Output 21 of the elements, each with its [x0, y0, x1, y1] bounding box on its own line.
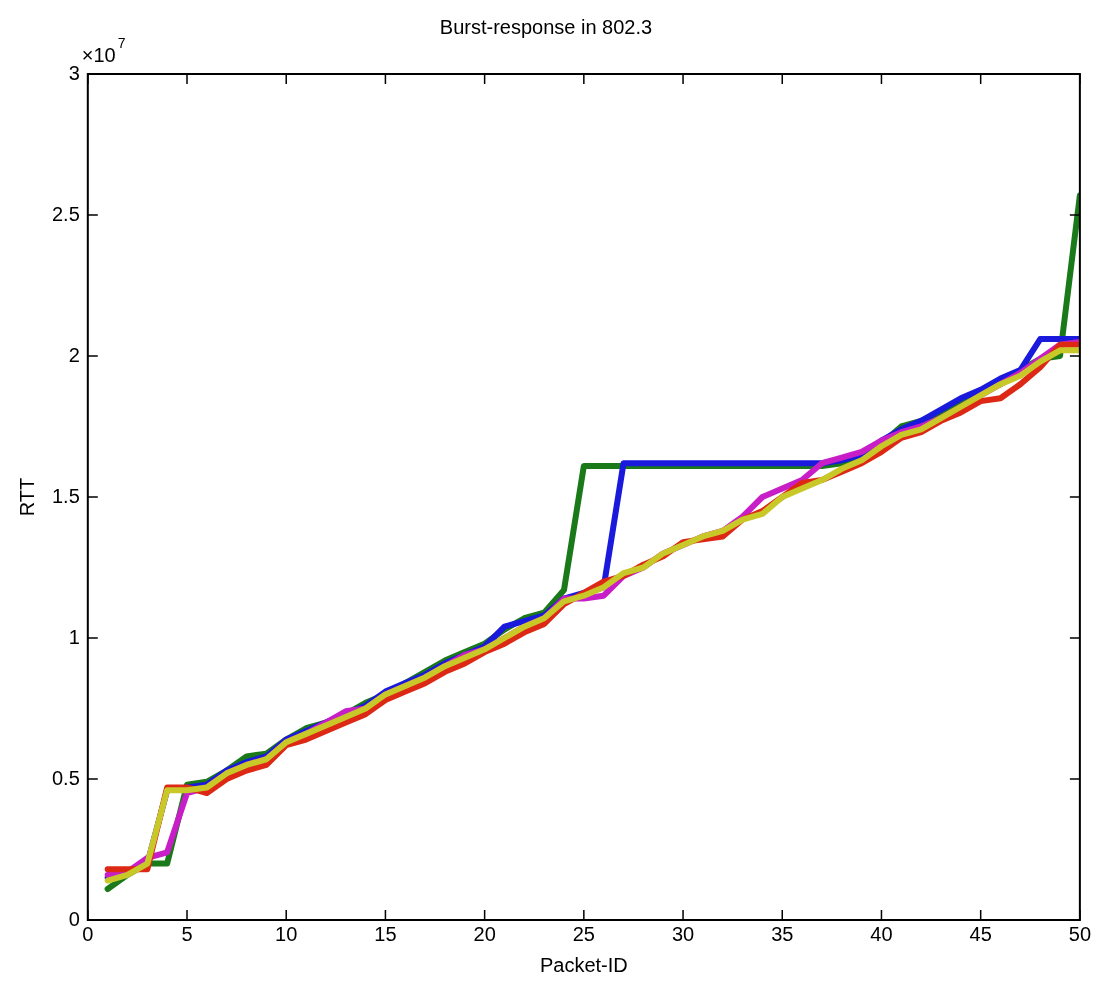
y-tick-label: 2 — [68, 343, 80, 366]
y-tick-label: 1 — [68, 625, 80, 648]
x-tick-label: 50 — [1068, 922, 1091, 945]
x-tick-label: 0 — [82, 922, 94, 945]
x-tick-label: 5 — [181, 922, 193, 945]
x-tick-label: 45 — [969, 922, 992, 945]
y-axis-title: RTT — [15, 477, 38, 517]
x-tick-label: 35 — [771, 922, 794, 945]
y-tick-label: 2.5 — [51, 202, 80, 225]
x-axis-title: Packet-ID — [539, 953, 628, 976]
x-tick-label: 40 — [870, 922, 893, 945]
x-tick-label: 10 — [275, 922, 298, 945]
y-tick-label: 1.5 — [51, 484, 80, 507]
y-tick-label: 0.5 — [51, 766, 80, 789]
y-tick-label: 0 — [68, 907, 80, 930]
x-tick-label: 20 — [473, 922, 496, 945]
y-tick-label: 3 — [68, 61, 80, 84]
x-tick-label: 30 — [671, 922, 695, 945]
chart-title: Burst-response in 802.3 — [439, 15, 653, 38]
x-tick-label: 25 — [572, 922, 595, 945]
x-tick-label: 15 — [374, 922, 397, 945]
